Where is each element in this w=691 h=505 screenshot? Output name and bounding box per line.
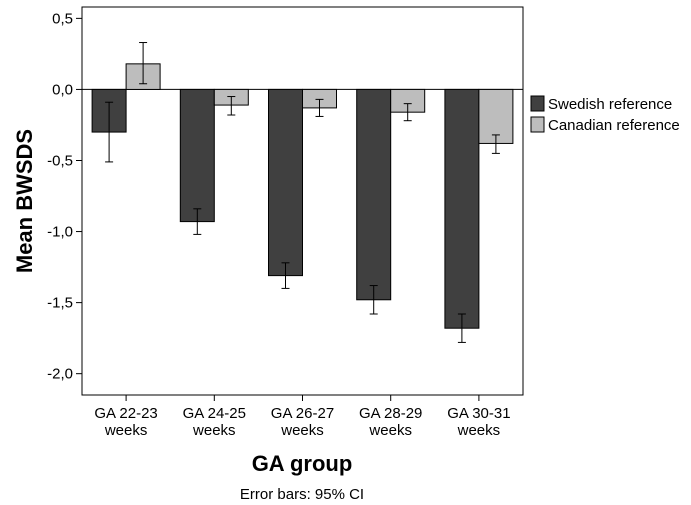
y-axis-title: Mean BWSDS — [12, 129, 37, 273]
x-tick-label: weeks — [368, 422, 412, 439]
x-tick-label: weeks — [104, 422, 148, 439]
x-tick-label: GA 24-25 — [183, 405, 246, 422]
error-bars — [105, 42, 500, 343]
bar-swedish — [356, 88, 392, 301]
y-tick-label: -2,0 — [47, 366, 73, 383]
legend-swatch — [530, 95, 545, 112]
bar-swedish — [179, 88, 215, 223]
x-tick-label: weeks — [457, 422, 501, 439]
legend: Swedish reference Canadian reference — [530, 95, 680, 134]
legend-label: Canadian reference — [548, 117, 680, 134]
y-tick-label: 0,0 — [52, 81, 73, 98]
x-tick-label: GA 28-29 — [359, 405, 422, 422]
y-axis: 0,5 0,0 -0,5 -1,0 -1,5 -2,0 — [47, 10, 82, 383]
y-tick-label: 0,5 — [52, 10, 73, 27]
legend-label: Swedish reference — [548, 96, 672, 113]
x-tick-label: GA 26-27 — [271, 405, 334, 422]
legend-swatch — [530, 116, 545, 133]
x-tick-label: GA 22-23 — [94, 405, 157, 422]
chart-caption: Error bars: 95% CI — [240, 486, 364, 503]
y-tick-label: -0,5 — [47, 152, 73, 169]
x-tick-label: weeks — [280, 422, 324, 439]
y-tick-label: -1,0 — [47, 224, 73, 241]
x-tick-label: GA 30-31 — [447, 405, 510, 422]
y-tick-label: -1,5 — [47, 295, 73, 312]
bar-swedish — [268, 88, 303, 277]
bar-swedish — [444, 88, 480, 329]
x-axis-title: GA group — [252, 451, 353, 476]
x-tick-label: weeks — [192, 422, 236, 439]
